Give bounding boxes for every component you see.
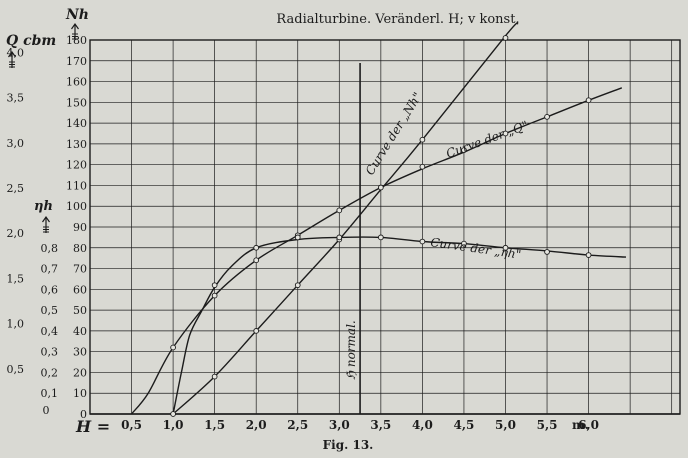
data-point-nh [170, 411, 176, 417]
data-point-nh [211, 373, 218, 380]
data-point-q [585, 97, 592, 104]
nh-tick-label: 40 [73, 325, 87, 338]
data-point-q [461, 147, 467, 153]
nh-tick-label: 110 [66, 179, 87, 192]
normal-label: ℌ normal. [344, 320, 358, 380]
series-line-nh [172, 22, 519, 415]
series-label-q: Curve der „Q" [444, 118, 530, 161]
x-tick-label: 2,0 [246, 418, 267, 432]
nh-tick-label: 70 [73, 263, 87, 276]
q-tick-label: 1,5 [7, 272, 25, 285]
nh-tick-label: 170 [66, 55, 87, 68]
nh-tick-label: 100 [66, 200, 87, 213]
nh-axis-arrow [71, 22, 79, 40]
q-axis-arrow-head [8, 50, 16, 58]
eta-axis-arrow [42, 215, 50, 233]
nh-tick-label: 140 [66, 117, 87, 130]
eta-tick-label: 0,2 [41, 366, 59, 379]
data-point-eta [419, 238, 426, 245]
curves [130, 22, 627, 415]
eta-axis-label: ηh [34, 199, 53, 214]
nh-tick-label: 90 [73, 221, 87, 234]
eta-tick-label: 0,1 [41, 387, 59, 400]
zero-tick-label: 0 [43, 404, 50, 417]
labels: 0 10 20 30 40 50 60 70 80 90 100 110 120 130 140 150 160… [7, 22, 599, 432]
data-point-q [211, 292, 218, 299]
nh-tick-label: 160 [66, 76, 87, 89]
x-tick-label: 0,5 [121, 418, 142, 432]
nh-tick-label: 10 [73, 387, 87, 400]
nh-tick-label: 20 [73, 366, 87, 379]
x-tick-label: 4,5 [453, 418, 474, 432]
data-point-nh [253, 328, 260, 334]
data-point-q [419, 163, 426, 170]
data-point-eta [211, 282, 218, 289]
nh-axis-arrow-head [71, 22, 79, 30]
data-point-q [502, 130, 509, 137]
data-point-nh [294, 282, 301, 289]
nh-tick-label: 0 [80, 408, 87, 421]
series-line-q [130, 87, 623, 415]
x-axis-unit: m. [572, 418, 589, 432]
data-point-nh [419, 136, 426, 143]
series-label-eta: Curve der „ηh" [430, 235, 522, 262]
nh-tick-label: 80 [73, 242, 87, 255]
q-axis-label: Q cbm [6, 33, 56, 49]
x-tick-label: 1,5 [204, 418, 225, 432]
data-point-eta [461, 240, 467, 247]
eta-axis-arrow-head [42, 215, 50, 223]
nh-tick-label: 150 [66, 96, 87, 109]
data-point-eta [377, 234, 384, 241]
data-point-eta [294, 234, 301, 241]
eta-tick-label: 0,8 [41, 242, 59, 255]
q-tick-label: 2,5 [7, 182, 25, 195]
data-point-q [377, 184, 384, 191]
data-point-eta [336, 234, 343, 241]
data-point-q [544, 114, 550, 120]
nh-tick-label: 50 [73, 304, 87, 317]
x-tick-label: 1,0 [163, 418, 184, 432]
nh-tick-label: 120 [66, 159, 87, 172]
data-point-eta [585, 252, 592, 258]
marks [170, 35, 592, 417]
nh-tick-label: 130 [66, 138, 87, 151]
x-axis-label: H = [75, 417, 110, 436]
nh-tick-label: 60 [73, 283, 87, 296]
x-tick-label: 3,5 [370, 418, 391, 432]
eta-tick-label: 0,3 [41, 346, 59, 359]
series-line-eta [172, 236, 627, 415]
eta-tick-label: 0,6 [41, 283, 59, 296]
x-tick-label: 5,5 [537, 418, 558, 432]
q-tick-label: 4,0 [7, 46, 25, 59]
q-tick-label: 3,0 [7, 137, 25, 150]
q-tick-label: 0,5 [7, 363, 25, 376]
data-point-q [253, 257, 260, 264]
x-tick-label: 2,5 [287, 418, 308, 432]
chart-title: Radialturbine. Veränderl. H; v konst. [276, 12, 519, 27]
data-point-eta [502, 244, 509, 251]
grid [89, 39, 681, 415]
nh-axis-label: Nh [65, 7, 89, 23]
figure-caption: Fig. 13. [323, 438, 374, 452]
data-point-q [170, 344, 176, 351]
x-tick-label: 5,0 [495, 418, 516, 432]
q-axis-arrow [8, 50, 16, 68]
eta-tick-label: 0,4 [41, 325, 59, 338]
data-point-nh [502, 35, 509, 41]
x-tick-label: 4,0 [412, 418, 433, 432]
data-point-q [336, 207, 343, 214]
data-point-eta [253, 244, 260, 251]
x-tick-label: 3,0 [329, 418, 350, 432]
q-tick-label: 2,0 [7, 227, 25, 240]
eta-tick-label: 0,7 [41, 263, 59, 276]
x-tick-label: 6,0 [578, 418, 599, 432]
data-point-eta [544, 249, 550, 255]
nh-tick-label: 30 [73, 346, 87, 359]
q-tick-label: 1,0 [7, 318, 25, 331]
eta-tick-label: 0,5 [41, 304, 59, 317]
q-tick-label: 3,5 [7, 92, 25, 105]
nh-tick-label: 180 [66, 34, 87, 47]
